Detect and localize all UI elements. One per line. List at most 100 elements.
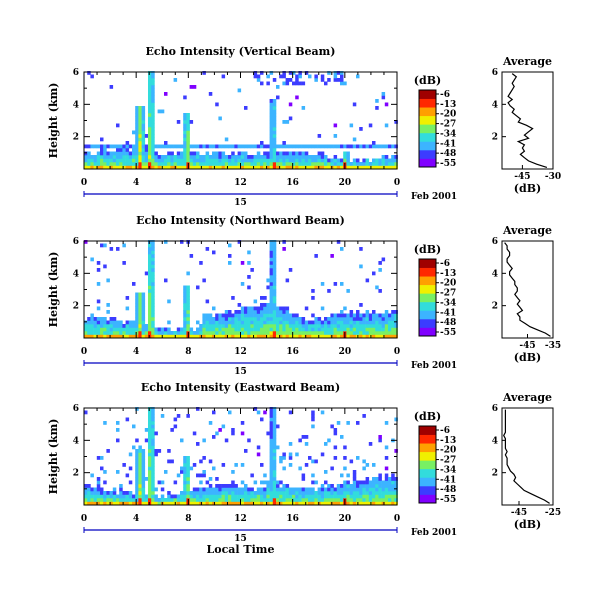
heat-cell <box>180 438 184 443</box>
heat-cell <box>247 331 251 335</box>
heat-cell <box>138 123 142 128</box>
heat-cell <box>272 289 277 293</box>
heat-cell <box>272 275 277 279</box>
heat-cell <box>391 334 395 339</box>
heat-cell <box>253 480 258 485</box>
heat-cell <box>333 282 338 286</box>
heat-cell <box>151 456 155 460</box>
heat-cell <box>84 165 88 170</box>
heat-cell <box>343 324 347 328</box>
heat-cell <box>375 99 379 103</box>
heat-cell <box>141 463 146 467</box>
heat-cell <box>346 320 350 325</box>
heat-cell <box>228 327 232 332</box>
heat-cell <box>151 278 155 283</box>
heat-cell <box>116 320 120 325</box>
heat-cell <box>263 410 267 415</box>
panel-title: Echo Intensity (Northward Beam) <box>136 214 345 227</box>
heat-cell <box>228 254 232 258</box>
heat-cell <box>138 313 142 318</box>
colorbar-swatch <box>419 327 436 337</box>
heat-cell <box>308 327 312 332</box>
heat-cell <box>276 144 280 149</box>
heat-cell <box>151 165 155 170</box>
heat-cell <box>269 120 274 124</box>
heat-cell <box>228 155 232 159</box>
heat-cell <box>308 494 312 499</box>
heat-cell <box>202 327 206 332</box>
heat-cell <box>157 144 162 149</box>
heat-cell <box>304 165 309 170</box>
heat-cell <box>336 158 341 163</box>
heat-cell <box>151 261 155 265</box>
heat-cell <box>343 445 347 450</box>
heat-cell <box>234 165 238 170</box>
heat-cell <box>317 331 322 335</box>
heat-cell <box>362 414 366 418</box>
heat-cell <box>359 501 363 506</box>
heat-cell <box>320 320 325 325</box>
heat-cell <box>324 491 328 495</box>
heat-cell <box>343 466 347 471</box>
heat-cell <box>269 327 274 332</box>
heat-cell <box>388 477 392 481</box>
heat-cell <box>269 292 274 297</box>
heat-cell <box>304 487 309 492</box>
heat-cell <box>138 452 142 457</box>
heat-cell <box>266 162 270 166</box>
heat-cell <box>356 487 360 492</box>
heat-cell <box>170 498 174 502</box>
heat-cell <box>279 320 283 325</box>
heat-cell <box>90 487 94 492</box>
colorbar-swatch <box>419 477 436 487</box>
heat-cell <box>362 487 366 492</box>
heat-cell <box>103 501 107 506</box>
heat-cell <box>221 74 226 79</box>
heat-cell <box>90 331 94 335</box>
heat-cell <box>240 421 245 425</box>
heat-cell <box>224 484 229 488</box>
heat-cell <box>263 324 267 328</box>
heat-cell <box>282 144 286 149</box>
heat-cell <box>183 491 187 495</box>
heat-cell <box>295 155 299 159</box>
heat-cell <box>116 498 120 502</box>
heat-cell <box>128 327 133 332</box>
heat-cell <box>250 158 254 163</box>
heat-cell <box>381 95 386 100</box>
heat-cell <box>391 155 395 159</box>
heat-cell <box>391 480 395 485</box>
heat-cell <box>151 299 155 304</box>
heat-cell <box>218 428 222 432</box>
heat-cell <box>295 78 299 82</box>
heat-cell <box>285 162 290 166</box>
heat-cell <box>189 254 194 258</box>
colorbar-tick-label: -34 <box>440 129 456 139</box>
heat-cell <box>234 162 238 166</box>
heat-cell <box>138 116 142 121</box>
heat-cell <box>138 310 142 314</box>
heat-cell <box>151 424 155 429</box>
heat-cell <box>285 120 290 124</box>
heat-cell <box>324 327 328 332</box>
heat-cell <box>215 155 219 159</box>
heat-cell <box>272 250 277 255</box>
heat-cell <box>148 268 152 272</box>
heat-cell <box>343 456 347 460</box>
heat-cell <box>112 158 117 163</box>
colorbar-swatch <box>419 158 436 168</box>
heat-cell <box>352 320 357 325</box>
heat-cell <box>368 491 373 495</box>
heat-cell <box>228 498 232 502</box>
heat-cell <box>167 327 171 332</box>
heat-cell <box>90 144 94 149</box>
heat-cell <box>148 463 152 467</box>
heat-cell <box>186 463 190 467</box>
heat-cell <box>186 459 190 464</box>
heat-cell <box>340 313 344 318</box>
heat-cell <box>106 501 110 506</box>
heat-cell <box>151 331 155 335</box>
heat-cell <box>352 473 357 478</box>
heat-cell <box>340 435 344 439</box>
heat-cell <box>138 292 142 297</box>
